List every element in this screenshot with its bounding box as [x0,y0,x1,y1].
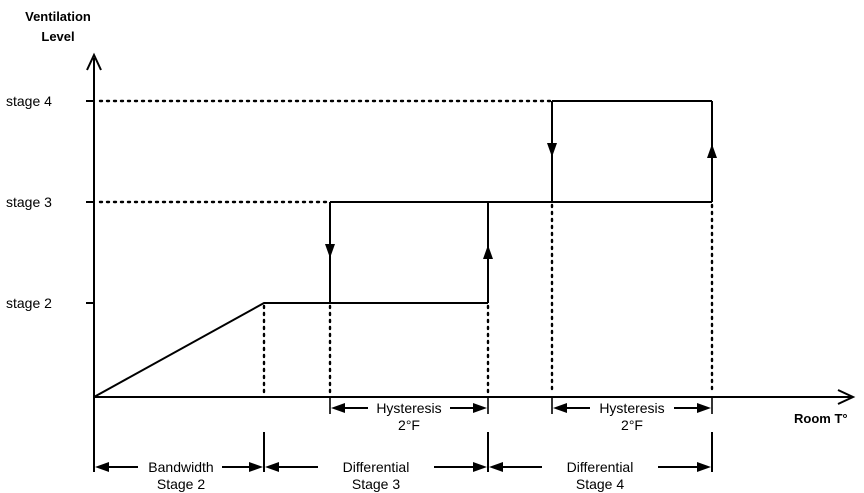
right-arrow-icon [249,462,263,472]
y-axis-label-line1: Ventilation [25,9,91,24]
band-differential-stage3: Differential Stage 3 [265,459,487,492]
level-label-stage3: stage 3 [6,194,52,210]
band-stage: Stage 4 [576,476,624,492]
up-arrow-icon [707,144,717,158]
ventilation-curve [93,100,717,398]
up-arrow-icon [483,245,493,259]
y-axis-label-line2: Level [41,29,74,44]
right-arrow-icon [697,462,711,472]
level-label-stage4: stage 4 [6,93,52,109]
hysteresis-label: Hysteresis [599,400,664,416]
level-label-stage2: stage 2 [6,295,52,311]
right-arrow-icon [473,403,487,413]
ramp-to-stage2 [93,302,488,398]
band-bandwidth-stage2: Bandwidth Stage 2 [95,459,263,492]
right-arrow-icon [697,403,711,413]
x-axis-label: Room T° [794,411,848,426]
hysteresis-marker-1: Hysteresis 2°F [329,397,489,433]
guide-lines [98,99,714,396]
band-stage: Stage 2 [157,476,205,492]
band-label: Bandwidth [148,459,213,475]
left-arrow-icon [265,462,279,472]
hysteresis-value: 2°F [398,417,420,433]
x-axis: Room T° [94,389,856,426]
left-arrow-icon [95,462,109,472]
y-axis: Ventilation Level stage 4 stage 3 stage … [6,9,102,397]
y-axis-arrow-icon [86,52,102,71]
band-markers: Bandwidth Stage 2 Differential Stage 3 D… [93,397,713,492]
right-arrow-icon [473,462,487,472]
left-arrow-icon [331,403,345,413]
band-label: Differential [343,459,410,475]
x-axis-arrow-icon [837,389,856,405]
left-arrow-icon [489,462,503,472]
band-stage: Stage 3 [352,476,400,492]
hysteresis-marker-2: Hysteresis 2°F [551,397,713,433]
down-arrow-icon [325,244,335,258]
left-arrow-icon [553,403,567,413]
band-differential-stage4: Differential Stage 4 [489,459,711,492]
band-label: Differential [567,459,634,475]
hysteresis-value: 2°F [621,417,643,433]
down-arrow-icon [547,143,557,157]
hysteresis-label: Hysteresis [376,400,441,416]
